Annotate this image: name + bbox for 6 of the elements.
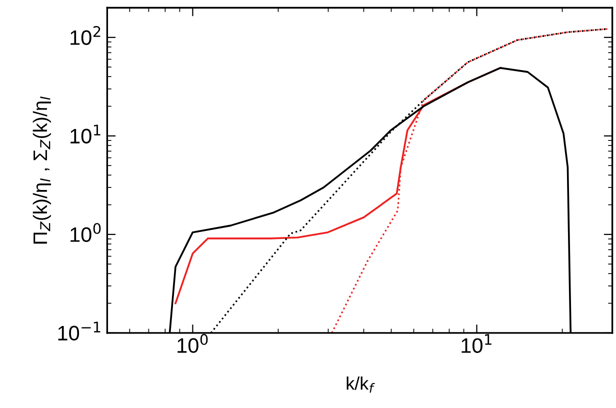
- y-tick-label: 10$^{−1}$: [58, 322, 100, 341]
- y-tick-label: 10$^{0}$: [70, 223, 101, 242]
- x-axis-title: k/k$_{f}$: [346, 376, 375, 393]
- y-axis-title: Π$_{Z}$(k)/η$_{I}$ , Σ$_{Z}$(k)/η$_{I}$: [32, 96, 51, 244]
- y-tick-label: 10$^{1}$: [70, 124, 100, 144]
- y-tick-label: 10$^{2}$: [70, 26, 100, 45]
